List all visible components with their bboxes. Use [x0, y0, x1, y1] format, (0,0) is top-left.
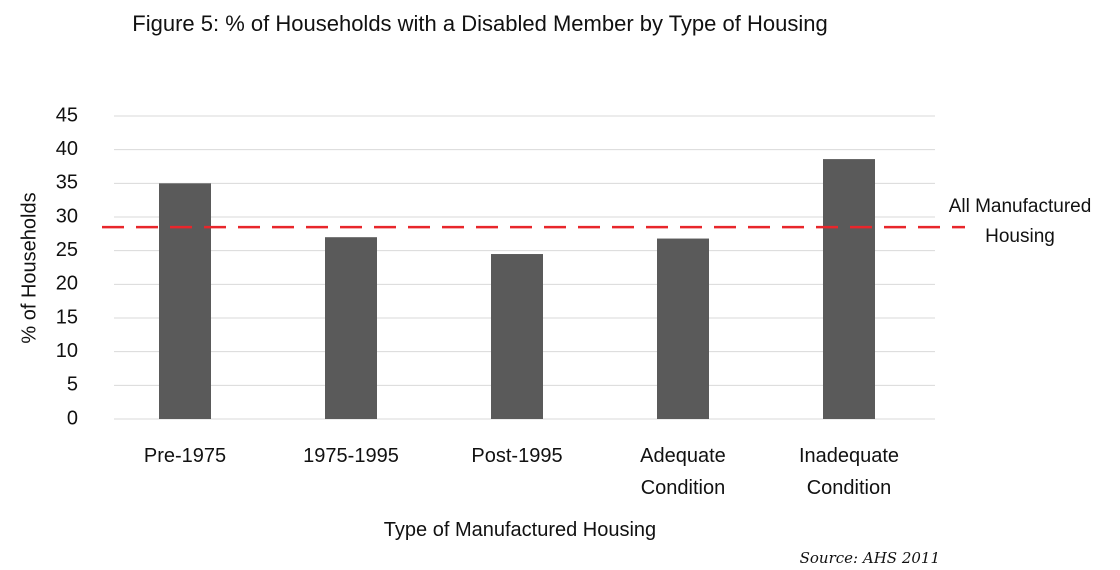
y-tick-label: 25 — [56, 239, 78, 261]
y-tick-label: 40 — [56, 138, 78, 160]
y-axis-label: % of Households — [18, 192, 40, 343]
x-tick-label: 1975-1995 — [303, 445, 399, 467]
y-tick-label: 5 — [67, 374, 78, 396]
y-tick-label: 45 — [56, 104, 78, 126]
y-tick-label: 15 — [56, 306, 78, 328]
chart-title: Figure 5: % of Households with a Disable… — [132, 11, 828, 36]
reference-label: All Manufactured Housing — [948, 196, 1092, 247]
y-tick-label: 10 — [56, 340, 78, 362]
y-tick-label: 30 — [56, 205, 78, 227]
y-tick-label: 0 — [67, 407, 78, 429]
x-tick-label: Post-1995 — [471, 445, 563, 467]
bar — [325, 237, 377, 419]
bar — [657, 238, 709, 419]
x-tick-label: Inadequate Condition — [798, 445, 900, 499]
y-tick-label: 20 — [56, 273, 78, 295]
x-tick-label: Adequate Condition — [640, 445, 726, 499]
bar — [491, 254, 543, 419]
source-note: Source: AHS 2011 — [799, 549, 940, 567]
bar — [823, 159, 875, 420]
x-tick-label: Pre-1975 — [143, 445, 227, 467]
y-tick-label: 35 — [56, 172, 78, 194]
x-axis-label: Type of Manufactured Housing — [383, 519, 657, 541]
bar — [159, 183, 211, 419]
